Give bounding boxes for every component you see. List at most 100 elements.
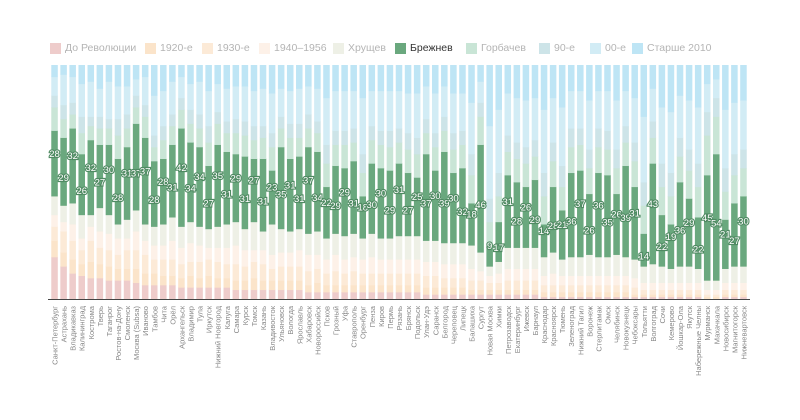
bar-segment[interactable] — [549, 65, 557, 99]
bar-segment[interactable] — [558, 165, 566, 188]
bar-segment[interactable] — [676, 296, 684, 300]
bar-segment[interactable] — [296, 65, 303, 89]
bar-segment[interactable] — [232, 132, 240, 155]
bar-segment[interactable] — [277, 280, 285, 291]
bar-segment[interactable] — [586, 296, 593, 300]
bar-segment[interactable] — [522, 247, 530, 269]
bar-stack[interactable] — [341, 65, 348, 300]
bar-stack[interactable] — [268, 65, 276, 300]
bar-segment[interactable] — [268, 146, 276, 171]
bar-segment[interactable] — [477, 81, 484, 103]
bar-segment[interactable] — [132, 268, 140, 284]
bar-segment[interactable] — [341, 144, 348, 169]
bar-stack[interactable] — [114, 65, 122, 300]
bar-segment[interactable] — [223, 277, 231, 288]
bar-segment[interactable] — [214, 287, 221, 300]
bar-segment[interactable] — [740, 149, 747, 169]
bar-segment[interactable] — [78, 132, 85, 155]
bar-segment[interactable] — [69, 240, 76, 260]
bar-segment[interactable] — [404, 93, 412, 134]
bar-segment[interactable] — [586, 275, 593, 286]
bar-segment[interactable] — [622, 142, 629, 167]
bar-segment[interactable] — [332, 270, 339, 286]
bar-stack[interactable] — [141, 65, 149, 300]
bar-segment[interactable] — [703, 65, 711, 85]
bar-segment[interactable] — [178, 226, 185, 248]
bar-segment[interactable] — [622, 296, 629, 300]
bar-segment[interactable] — [232, 153, 240, 223]
bar-segment[interactable] — [694, 65, 702, 108]
bar-segment[interactable] — [685, 170, 693, 199]
bar-segment[interactable] — [132, 79, 140, 96]
bar-segment[interactable] — [577, 90, 584, 129]
bar-segment[interactable] — [105, 144, 113, 216]
bar-stack[interactable] — [277, 65, 285, 300]
bar-stack[interactable] — [640, 65, 648, 300]
bar-segment[interactable] — [232, 289, 240, 300]
bar-segment[interactable] — [241, 156, 249, 230]
bar-segment[interactable] — [359, 172, 367, 197]
bar-segment[interactable] — [223, 287, 231, 300]
bar-segment[interactable] — [586, 167, 593, 195]
bar-segment[interactable] — [540, 291, 548, 298]
bar-segment[interactable] — [694, 186, 702, 218]
bar-segment[interactable] — [549, 252, 557, 274]
bar-segment[interactable] — [486, 245, 493, 267]
bar-segment[interactable] — [631, 97, 638, 143]
bar-segment[interactable] — [676, 182, 684, 267]
bar-segment[interactable] — [150, 245, 158, 260]
bar-segment[interactable] — [703, 289, 711, 295]
bar-segment[interactable] — [513, 158, 521, 183]
bar-segment[interactable] — [531, 65, 539, 99]
bar-segment[interactable] — [595, 172, 602, 258]
bar-segment[interactable] — [132, 210, 140, 232]
bar-segment[interactable] — [676, 156, 684, 183]
bar-segment[interactable] — [450, 93, 457, 134]
bar-stack[interactable] — [96, 65, 104, 300]
bar-stack[interactable] — [577, 65, 584, 300]
bar-segment[interactable] — [513, 97, 521, 143]
bar-segment[interactable] — [187, 261, 194, 276]
bar-segment[interactable] — [613, 291, 620, 298]
bar-segment[interactable] — [323, 65, 330, 99]
bar-segment[interactable] — [323, 273, 330, 286]
bar-stack[interactable] — [422, 65, 430, 300]
bar-segment[interactable] — [604, 65, 611, 92]
bar-segment[interactable] — [169, 259, 176, 276]
bar-stack[interactable] — [87, 65, 95, 300]
bar-stack[interactable] — [649, 65, 657, 300]
bar-segment[interactable] — [667, 172, 675, 197]
bar-segment[interactable] — [132, 95, 140, 108]
legend-item-4[interactable]: Хрущев — [333, 39, 386, 57]
bar-segment[interactable] — [640, 65, 648, 117]
bar-segment[interactable] — [187, 287, 194, 300]
bar-segment[interactable] — [658, 266, 666, 284]
bar-segment[interactable] — [676, 65, 684, 96]
bar-segment[interactable] — [96, 128, 104, 145]
bar-stack[interactable] — [567, 65, 575, 300]
bar-segment[interactable] — [658, 65, 666, 108]
bar-segment[interactable] — [522, 294, 530, 300]
bar-segment[interactable] — [604, 130, 611, 150]
bar-stack[interactable] — [549, 65, 557, 300]
bar-segment[interactable] — [96, 65, 104, 89]
bar-stack[interactable] — [286, 65, 294, 300]
bar-segment[interactable] — [368, 273, 376, 286]
bar-segment[interactable] — [169, 114, 176, 127]
bar-segment[interactable] — [513, 294, 521, 300]
bar-segment[interactable] — [450, 65, 457, 94]
bar-segment[interactable] — [441, 277, 448, 288]
bar-stack[interactable] — [432, 65, 439, 300]
bar-segment[interactable] — [558, 296, 566, 300]
bar-segment[interactable] — [268, 132, 276, 148]
bar-segment[interactable] — [577, 144, 584, 171]
bar-stack[interactable] — [395, 65, 403, 300]
bar-segment[interactable] — [459, 242, 466, 265]
bar-segment[interactable] — [187, 242, 194, 262]
bar-segment[interactable] — [359, 196, 367, 239]
bar-segment[interactable] — [613, 284, 620, 293]
bar-segment[interactable] — [259, 158, 267, 232]
bar-segment[interactable] — [477, 102, 484, 117]
bar-segment[interactable] — [477, 65, 484, 82]
bar-segment[interactable] — [722, 167, 729, 192]
